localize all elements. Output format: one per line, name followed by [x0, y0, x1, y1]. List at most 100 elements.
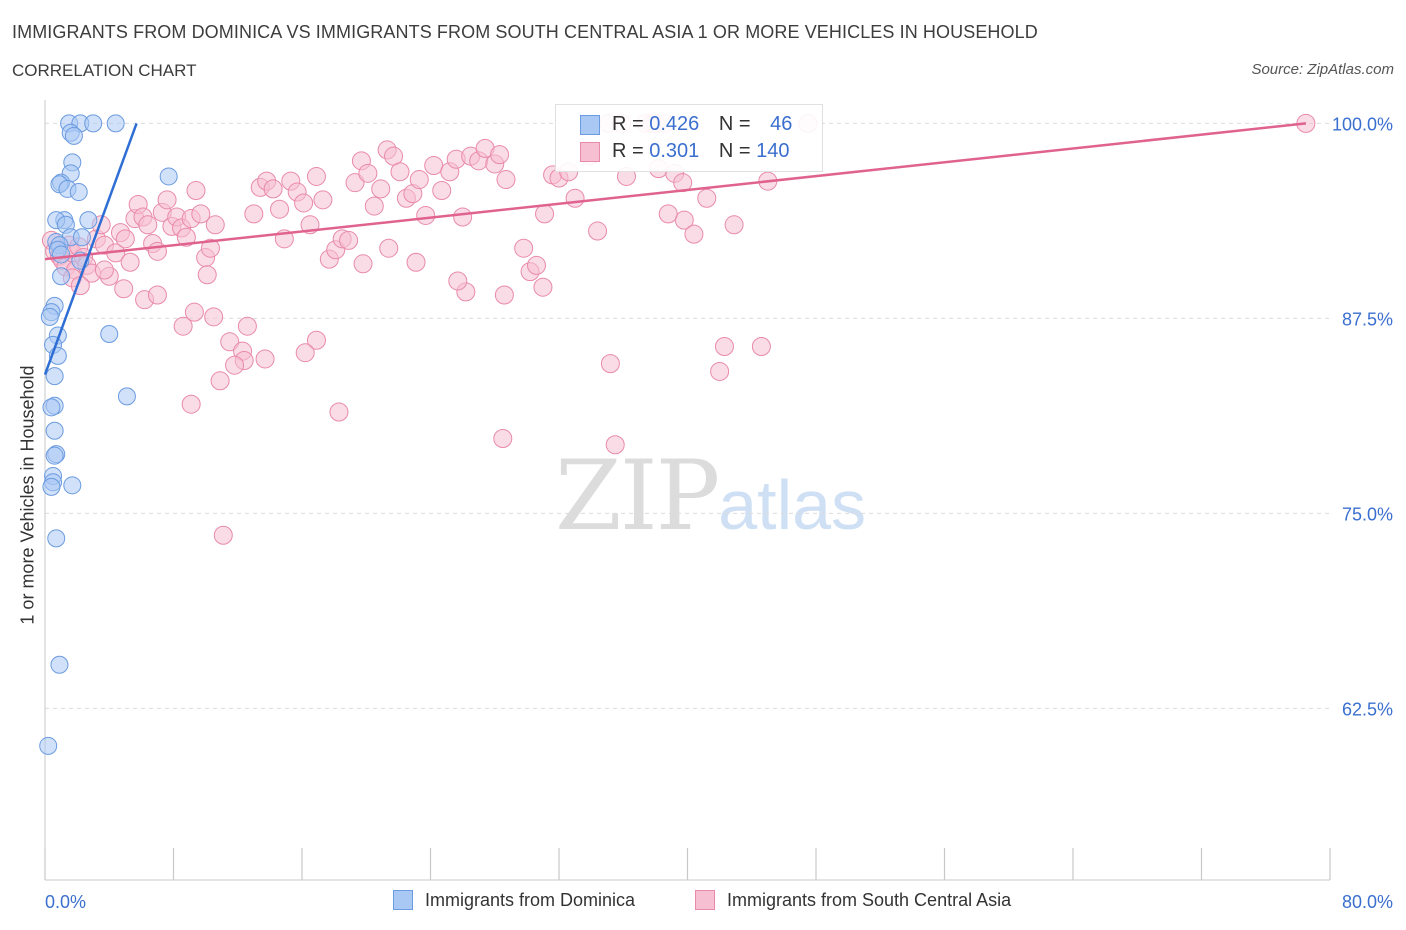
data-point-south-central-asia: [294, 193, 314, 213]
legend-n-label: N =: [718, 140, 751, 162]
data-point-dominica: [106, 114, 125, 133]
data-point-south-central-asia: [364, 196, 384, 216]
data-point-south-central-asia: [184, 302, 204, 322]
legend-swatch-south-central-asia: [580, 142, 600, 162]
data-point-south-central-asia: [115, 229, 135, 249]
data-point-south-central-asia: [379, 238, 399, 258]
data-point-south-central-asia: [329, 402, 349, 422]
data-point-south-central-asia: [255, 349, 275, 369]
data-point-south-central-asia: [514, 238, 534, 258]
data-point-south-central-asia: [424, 156, 444, 176]
y-axis-label: 1 or more Vehicles in Household: [17, 365, 38, 625]
trend-line-south-central-asia: [44, 122, 1307, 261]
data-point-dominica: [45, 446, 64, 465]
data-point-dominica: [69, 183, 88, 202]
data-point-south-central-asia: [204, 307, 224, 327]
data-point-south-central-asia: [306, 330, 326, 350]
legend-swatch-dominica: [580, 115, 600, 135]
data-point-dominica: [52, 245, 71, 264]
bottom-legend-dominica[interactable]: Immigrants from Dominica: [393, 890, 635, 911]
data-point-south-central-asia: [213, 525, 233, 545]
series-dominica-points: [39, 114, 178, 755]
legend-n-value: 140: [756, 140, 790, 162]
data-point-dominica: [39, 736, 58, 755]
data-point-south-central-asia: [186, 180, 206, 200]
legend-n-value: 46: [770, 113, 793, 135]
data-point-south-central-asia: [751, 336, 771, 356]
source-label: Source: ZipAtlas.com: [1251, 61, 1394, 78]
data-point-south-central-asia: [263, 179, 283, 199]
data-point-dominica: [100, 325, 119, 343]
data-point-south-central-asia: [406, 252, 426, 272]
data-point-south-central-asia: [494, 285, 514, 305]
data-point-dominica: [40, 307, 59, 326]
x-tick-label: 0.0%: [45, 892, 86, 912]
watermark-atlas: atlas: [718, 466, 867, 544]
data-point-south-central-asia: [358, 163, 378, 183]
data-point-south-central-asia: [565, 188, 585, 208]
watermark-zip: ZIP: [555, 440, 720, 552]
data-point-south-central-asia: [306, 166, 326, 186]
correlation-legend: R = 0.426 N = 46 R = 0.301 N = 140: [555, 104, 823, 172]
data-point-dominica: [45, 367, 64, 386]
data-point-dominica: [45, 421, 64, 440]
data-point-south-central-asia: [710, 361, 730, 381]
data-point-south-central-asia: [600, 354, 620, 374]
data-point-south-central-asia: [120, 252, 140, 272]
legend-r-label: R =: [612, 113, 644, 135]
data-point-south-central-asia: [181, 394, 201, 414]
y-tick-label: 75.0%: [1342, 504, 1393, 524]
data-point-south-central-asia: [371, 179, 391, 199]
data-point-south-central-asia: [244, 204, 264, 224]
data-point-south-central-asia: [493, 429, 513, 449]
data-point-south-central-asia: [527, 255, 547, 275]
data-point-south-central-asia: [176, 227, 196, 247]
bottom-legend-label-south-central-asia: Immigrants from South Central Asia: [727, 890, 1012, 910]
data-point-dominica: [64, 126, 83, 145]
data-point-south-central-asia: [237, 316, 257, 336]
legend-n-label: N =: [718, 113, 751, 135]
data-point-dominica: [159, 167, 178, 186]
data-point-south-central-asia: [345, 173, 365, 193]
bottom-legend-label-dominica: Immigrants from Dominica: [425, 890, 636, 910]
x-tick-label: 80.0%: [1342, 892, 1393, 912]
data-point-dominica: [72, 228, 91, 247]
data-point-dominica: [84, 114, 103, 133]
data-point-south-central-asia: [533, 277, 553, 297]
legend-r-label: R =: [612, 140, 644, 162]
chart-subtitle: CORRELATION CHART: [12, 61, 197, 80]
data-point-dominica: [42, 477, 61, 496]
data-point-south-central-asia: [225, 355, 245, 375]
data-point-south-central-asia: [147, 285, 167, 305]
data-point-south-central-asia: [220, 332, 240, 352]
bottom-legend-south-central-asia[interactable]: Immigrants from South Central Asia: [695, 890, 1011, 911]
data-point-south-central-asia: [390, 162, 410, 182]
data-point-south-central-asia: [416, 205, 436, 225]
data-point-dominica: [79, 211, 98, 230]
data-point-south-central-asia: [409, 170, 429, 190]
legend-r-value: 0.301: [649, 140, 700, 162]
data-point-south-central-asia: [658, 204, 678, 224]
chart-title: IMMIGRANTS FROM DOMINICA VS IMMIGRANTS F…: [12, 22, 1038, 42]
data-point-south-central-asia: [114, 279, 134, 299]
data-point-south-central-asia: [197, 265, 217, 285]
data-point-south-central-asia: [697, 188, 717, 208]
data-point-south-central-asia: [94, 260, 114, 280]
bottom-legend-swatch-dominica: [393, 890, 413, 910]
legend-r-value: 0.426: [649, 113, 700, 135]
data-point-south-central-asia: [200, 238, 220, 258]
data-point-south-central-asia: [210, 371, 230, 391]
data-point-dominica: [63, 476, 82, 495]
data-point-south-central-asia: [588, 221, 608, 241]
data-point-dominica: [50, 655, 69, 674]
data-point-south-central-asia: [684, 224, 704, 244]
y-tick-label: 87.5%: [1342, 309, 1393, 329]
data-point-south-central-asia: [490, 145, 510, 165]
y-tick-label: 62.5%: [1342, 699, 1393, 719]
data-point-dominica: [117, 387, 136, 406]
data-point-south-central-asia: [313, 190, 333, 210]
series-south-central-asia-points: [41, 113, 1316, 545]
data-point-south-central-asia: [453, 207, 473, 227]
data-point-south-central-asia: [270, 199, 290, 219]
data-point-south-central-asia: [432, 180, 452, 200]
